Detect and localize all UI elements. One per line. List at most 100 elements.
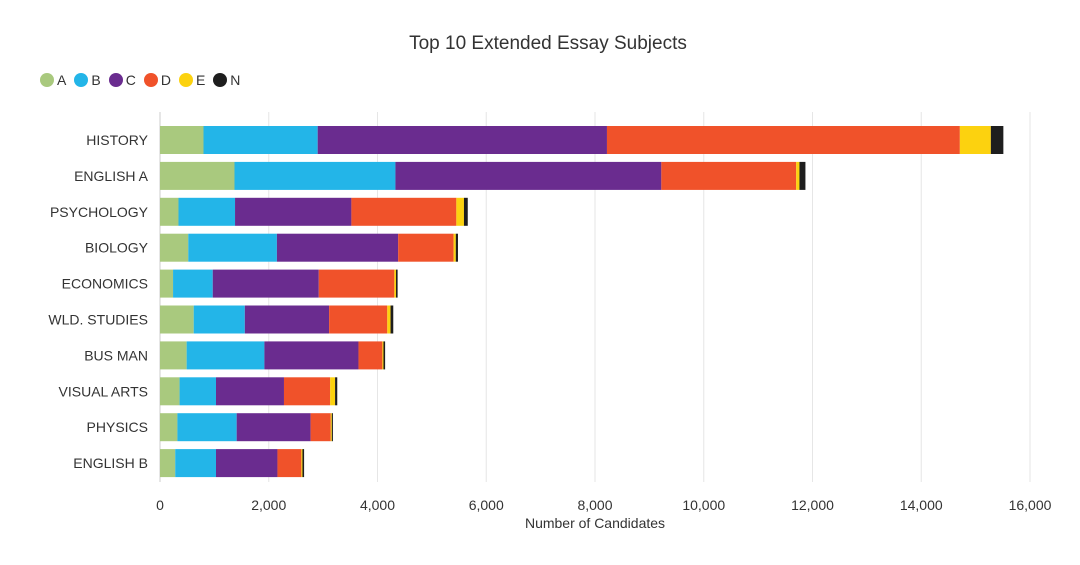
bar-segment-b (177, 413, 237, 442)
bar-segment-c (395, 161, 662, 190)
bar-segment-b (173, 269, 213, 298)
bar-segment-b (188, 233, 277, 262)
legend-item-n: N (213, 72, 240, 88)
bar-segment-n (990, 126, 1004, 154)
bar-segment-n (455, 233, 458, 262)
bar-segment-c (264, 341, 359, 370)
legend-swatch (108, 73, 123, 87)
bar-segment-d (398, 233, 454, 262)
bar-segment-e (387, 305, 391, 334)
bar-segment-c (236, 413, 311, 442)
legend-item-a: A (40, 72, 66, 88)
bar-segment-a (160, 377, 180, 406)
x-tick-label: 4,000 (360, 497, 395, 513)
x-tick-label: 16,000 (1009, 497, 1052, 513)
bar-segment-a (160, 126, 204, 154)
bar-segment-d (283, 377, 331, 406)
bar-segment-c (276, 233, 399, 262)
legend-label: N (230, 72, 241, 88)
bar-segment-n (799, 161, 806, 190)
x-tick-label: 8,000 (577, 497, 612, 513)
bar-segment-n (331, 413, 333, 442)
bar-segment-e (796, 161, 800, 190)
bar-segment-n (335, 377, 338, 406)
bar-segment-b (186, 341, 265, 370)
category-label: ENGLISH A (74, 168, 149, 184)
bar-segment-n (383, 341, 386, 370)
bar-segment-d (351, 197, 457, 226)
category-label: ENGLISH B (73, 455, 148, 471)
category-label: HISTORY (86, 132, 148, 148)
legend-item-b: B (74, 72, 101, 88)
bar-segment-e (959, 126, 991, 154)
category-label: PHYSICS (87, 419, 148, 435)
bar-segment-a (160, 161, 235, 190)
bar-segment-d (606, 126, 960, 154)
bar-segment-b (178, 197, 236, 226)
bar-segment-e (330, 377, 336, 406)
bar-segment-d (661, 161, 797, 190)
category-label: ECONOMICS (62, 276, 148, 292)
bar-segment-b (234, 161, 396, 190)
bar-segment-e (394, 269, 396, 298)
bar-segment-n (302, 449, 305, 478)
bar-segment-d (318, 269, 395, 298)
bar-segment-e (301, 449, 303, 478)
bar-segment-a (160, 449, 176, 478)
bar-segment-a (160, 233, 189, 262)
x-tick-label: 2,000 (251, 497, 286, 513)
legend-label: E (195, 72, 206, 88)
legend-label: A (57, 72, 67, 88)
bar-segment-e (453, 233, 456, 262)
chart-title: Top 10 Extended Essay Subjects (409, 33, 687, 54)
legend-label: C (125, 72, 136, 88)
category-label: BIOLOGY (85, 240, 149, 256)
category-label: VISUAL ARTS (59, 383, 148, 399)
category-label: PSYCHOLOGY (50, 204, 149, 220)
bar-segment-b (175, 449, 217, 478)
category-label: WLD. STUDIES (48, 312, 148, 328)
bar-segment-a (160, 413, 178, 442)
bar-segment-c (244, 305, 330, 334)
category-label: BUS MAN (84, 347, 148, 363)
bar-segment-d (358, 341, 383, 370)
x-tick-label: 6,000 (469, 497, 504, 513)
bar-segment-c (235, 197, 352, 226)
legend-swatch (74, 73, 89, 87)
legend-item-d: D (143, 72, 171, 88)
bar-segment-a (160, 341, 187, 370)
bar-segment-d (277, 449, 302, 478)
x-tick-label: 12,000 (791, 497, 834, 513)
bar-segment-c (216, 449, 278, 478)
legend-item-c: C (108, 72, 136, 88)
bar-segment-a (160, 197, 179, 226)
bar-segment-b (179, 377, 217, 406)
bar-segment-e (456, 197, 464, 226)
legend-swatch (213, 73, 228, 87)
legend-label: B (91, 72, 101, 88)
bar-segment-n (390, 305, 394, 334)
x-tick-label: 14,000 (900, 497, 943, 513)
bar-segment-a (160, 305, 194, 334)
legend-swatch (40, 73, 54, 87)
bar-segment-e (382, 341, 384, 370)
bar-segment-c (317, 126, 607, 154)
bar-segment-e (330, 413, 332, 442)
legend-item-e: E (178, 72, 206, 88)
legend-label: D (160, 72, 171, 88)
bar-segment-d (329, 305, 388, 334)
bar-segment-n (395, 269, 398, 298)
legend-swatch (178, 73, 193, 87)
bar-segment-b (193, 305, 245, 334)
bar-segment-c (212, 269, 319, 298)
bar-segment-c (216, 377, 284, 406)
bar-segment-n (463, 197, 468, 226)
bar-segment-a (160, 269, 174, 298)
bar-segment-d (310, 413, 331, 442)
legend-swatch (143, 73, 158, 87)
x-tick-label: 0 (156, 497, 164, 513)
bar-segment-b (203, 126, 318, 154)
x-axis-title: Number of Candidates (525, 515, 665, 531)
